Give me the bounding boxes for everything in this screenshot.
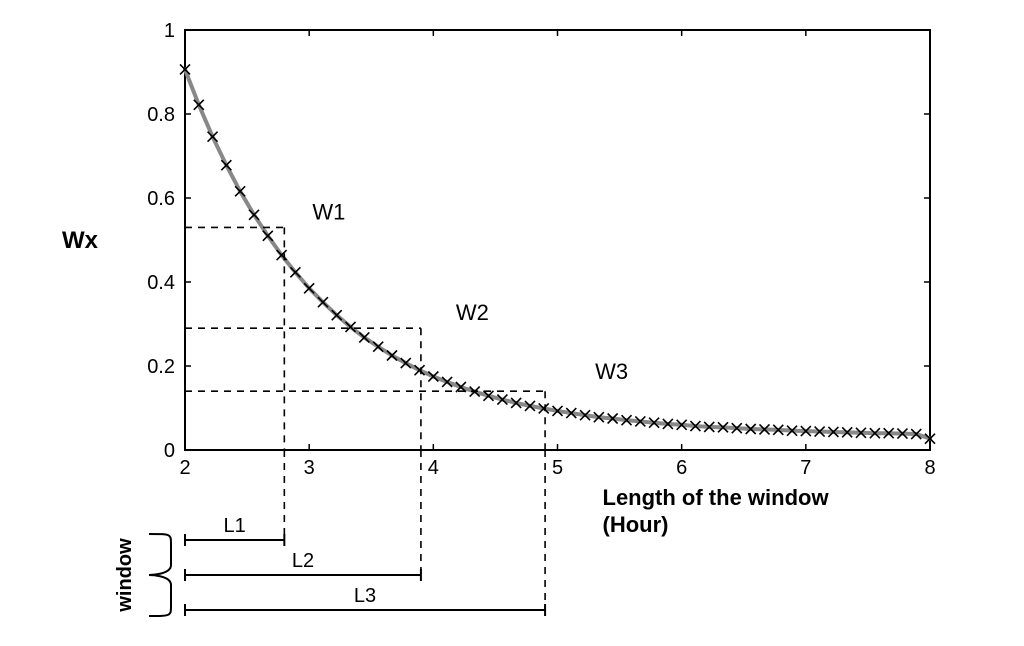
- window-segment-label: L1: [224, 515, 246, 537]
- xtick-label: 3: [304, 457, 315, 479]
- window-segment-label: L3: [354, 585, 376, 607]
- plot-box: [185, 30, 930, 450]
- xtick-label: 8: [924, 457, 935, 479]
- ytick-label: 0.8: [147, 104, 175, 126]
- window-label: window: [114, 538, 136, 613]
- ytick-label: 0: [164, 440, 175, 462]
- ytick-label: 1: [164, 20, 175, 42]
- ytick-label: 0.2: [147, 356, 175, 378]
- ytick-label: 0.6: [147, 188, 175, 210]
- x-axis-label-line1: Length of the window: [603, 485, 830, 510]
- curve: [185, 69, 930, 438]
- annotation-label: W2: [456, 300, 489, 325]
- annotation-label: W3: [595, 359, 628, 384]
- brace: [149, 534, 171, 616]
- ytick-label: 0.4: [147, 272, 175, 294]
- figure: 2 3 4 5 6 7 8 0 0.2 0.4 0.6 0.8 1 Wx Length of the win…: [0, 0, 1024, 646]
- xtick-label: 2: [179, 457, 190, 479]
- y-axis-label: Wx: [62, 227, 99, 254]
- xtick-label: 5: [552, 457, 563, 479]
- xtick-label: 4: [428, 457, 439, 479]
- window-segment-label: L2: [292, 550, 314, 572]
- annotation-label: W1: [312, 199, 345, 224]
- xtick-label: 6: [676, 457, 687, 479]
- x-axis-label-line2: (Hour): [603, 512, 669, 537]
- xtick-label: 7: [800, 457, 811, 479]
